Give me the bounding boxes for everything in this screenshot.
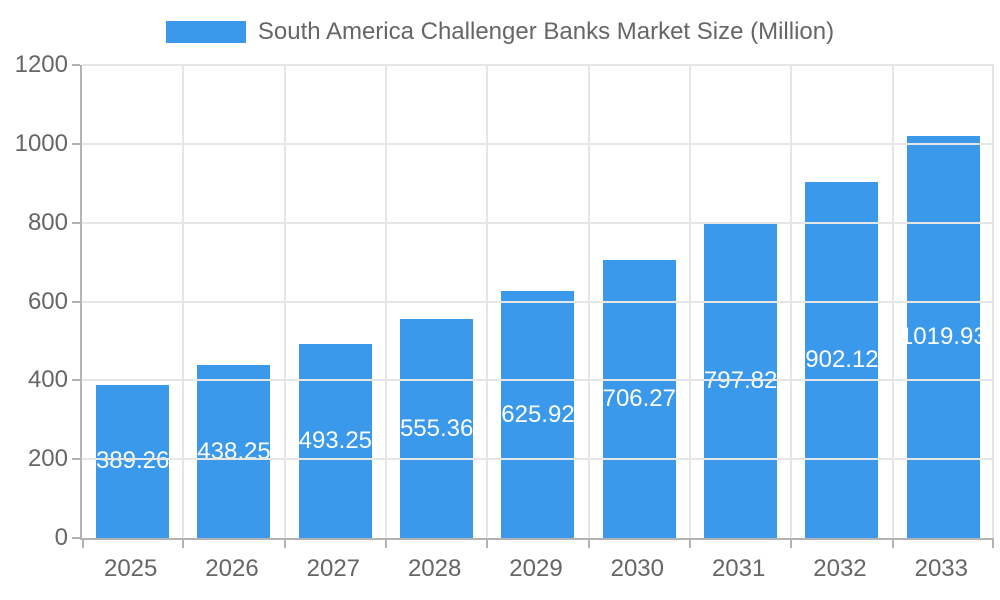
x-axis-tick-label: 2026 <box>205 555 259 582</box>
y-axis-tick <box>72 379 80 382</box>
y-axis-tick-label: 1000 <box>14 129 68 157</box>
x-axis-tick-label: 2033 <box>914 555 968 582</box>
x-axis-tick-label: 2025 <box>103 555 158 582</box>
gridline-horizontal <box>82 458 994 461</box>
y-axis-tick <box>72 300 80 303</box>
x-axis-tick <box>486 540 489 548</box>
bar-2026[interactable]: 438.25 <box>197 365 271 538</box>
x-axis-tick <box>587 540 590 548</box>
bar-2025[interactable]: 389.26 <box>96 384 170 538</box>
x-axis-tick <box>790 540 793 548</box>
plot-area: 389.26 438.25 493.25 555.36 625.92 706.27 797.… <box>72 64 994 548</box>
gridline-horizontal <box>82 142 994 145</box>
bar-cell: 1019.93 <box>893 65 994 538</box>
y-axis-tick-label: 0 <box>54 524 68 551</box>
y-axis-tick <box>72 64 80 66</box>
x-axis-tick-label: 2029 <box>509 555 563 582</box>
x-axis-tick <box>283 540 286 548</box>
y-axis-tick <box>72 537 80 539</box>
y-axis-tick <box>72 458 80 461</box>
bar-value-label: 625.92 <box>501 400 575 428</box>
x-axis-tick <box>992 540 994 548</box>
x-axis-tick <box>384 540 387 548</box>
x-axis-tick <box>82 540 84 548</box>
bar-2029[interactable]: 625.92 <box>501 291 575 538</box>
bar-cell: 389.26 <box>82 65 183 538</box>
gridline-vertical <box>688 65 691 538</box>
x-axis-tick-label: 2030 <box>610 555 664 582</box>
gridline-vertical <box>384 65 387 538</box>
y-axis-tick-label: 200 <box>27 445 68 473</box>
bar-cell: 493.25 <box>285 65 386 538</box>
y-axis-tick <box>72 142 80 145</box>
bar-value-label: 555.36 <box>400 414 474 442</box>
y-axis-tick <box>72 221 80 224</box>
legend[interactable]: South America Challenger Banks Market Si… <box>0 18 1000 46</box>
x-axis-tick-label: 2031 <box>711 555 766 582</box>
bar-2030[interactable]: 706.27 <box>602 259 676 538</box>
y-axis-tick-label: 600 <box>27 287 68 315</box>
gridline-vertical <box>283 65 286 538</box>
bar-series: 389.26 438.25 493.25 555.36 625.92 706.27 797.… <box>82 65 994 538</box>
x-axis-tick <box>688 540 691 548</box>
x-axis-tick <box>891 540 894 548</box>
gridline-horizontal <box>82 300 994 303</box>
bar-cell: 625.92 <box>487 65 588 538</box>
gridline-horizontal <box>82 64 994 66</box>
legend-swatch-icon <box>165 21 246 43</box>
y-axis-tick-label: 400 <box>27 366 68 394</box>
x-axis-tick-label: 2032 <box>813 555 867 582</box>
y-axis: 0 200 400 600 800 1000 1200 <box>0 0 68 600</box>
x-axis-tick-label: 2028 <box>407 555 462 582</box>
bar-2032[interactable]: 902.12 <box>805 182 879 538</box>
bar-value-label: 438.25 <box>197 437 271 465</box>
gridline-horizontal <box>82 221 994 224</box>
x-axis-tick <box>182 540 185 548</box>
gridline-vertical <box>486 65 489 538</box>
gridline-vertical <box>891 65 894 538</box>
gridline-vertical <box>790 65 793 538</box>
bar-cell: 555.36 <box>386 65 487 538</box>
legend-label: South America Challenger Banks Market Si… <box>257 18 835 45</box>
bar-cell: 706.27 <box>589 65 690 538</box>
bar-value-label: 902.12 <box>805 346 879 374</box>
bar-value-label: 493.25 <box>298 426 372 454</box>
gridline-vertical <box>182 65 185 538</box>
bar-value-label: 1019.93 <box>907 322 980 350</box>
bar-value-label: 389.26 <box>96 447 170 475</box>
bar-2033[interactable]: 1019.93 <box>906 135 980 538</box>
x-axis: 2025 2026 2027 2028 2029 2030 2031 2032 2033 <box>80 554 992 584</box>
bar-2028[interactable]: 555.36 <box>400 319 474 538</box>
gridline-vertical <box>587 65 590 538</box>
bar-cell: 902.12 <box>791 65 892 538</box>
x-axis-tick-label: 2027 <box>306 555 361 582</box>
gridline-vertical <box>992 65 994 538</box>
bar-value-label: 706.27 <box>602 384 676 412</box>
gridline-horizontal <box>82 379 994 382</box>
y-axis-tick-label: 800 <box>27 208 68 236</box>
y-axis-tick-label: 1200 <box>14 51 68 78</box>
bar-2027[interactable]: 493.25 <box>298 343 372 538</box>
